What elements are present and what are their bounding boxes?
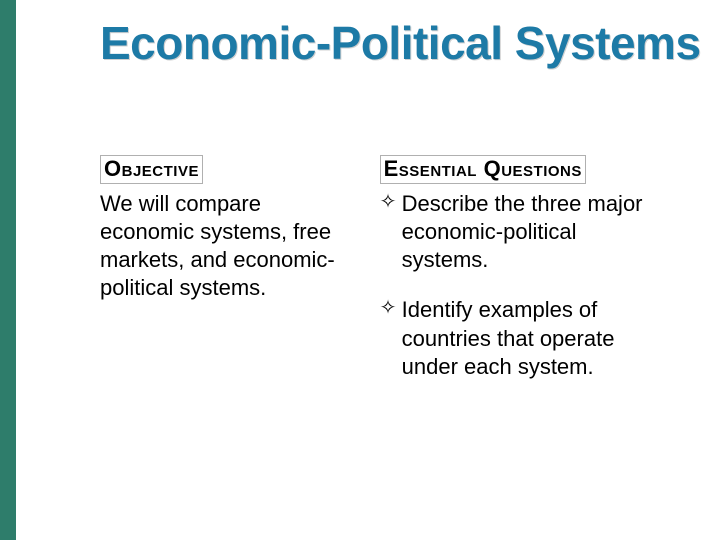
list-item: ✧ Describe the three major economic-poli… xyxy=(380,190,660,274)
content-columns: Objective We will compare economic syste… xyxy=(100,155,660,403)
accent-bar xyxy=(0,0,16,540)
objective-body: We will compare economic systems, free m… xyxy=(100,190,360,303)
objective-heading: Objective xyxy=(100,155,203,184)
bullet-text: Identify examples of countries that oper… xyxy=(402,296,660,380)
bullet-icon: ✧ xyxy=(380,296,402,380)
eq-heading: Essential Questions xyxy=(380,155,586,184)
list-item: ✧ Identify examples of countries that op… xyxy=(380,296,660,380)
essential-questions-column: Essential Questions ✧ Describe the three… xyxy=(380,155,660,403)
objective-column: Objective We will compare economic syste… xyxy=(100,155,360,403)
bullet-text: Describe the three major economic-politi… xyxy=(402,190,660,274)
page-title: Economic-Political Systems xyxy=(100,16,701,70)
bullet-icon: ✧ xyxy=(380,190,402,274)
